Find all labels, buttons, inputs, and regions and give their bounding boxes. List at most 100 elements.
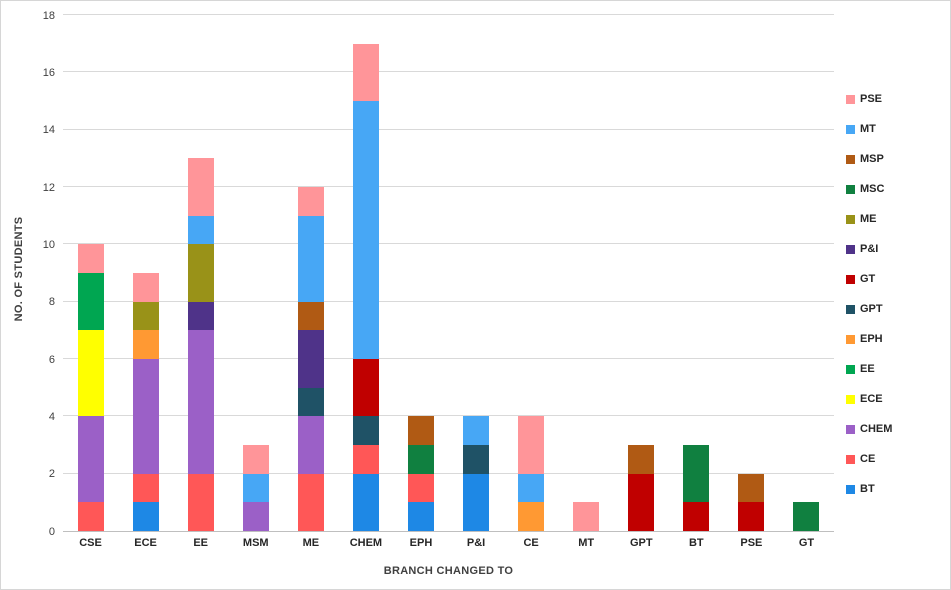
x-tick-label-GT: GT bbox=[798, 537, 815, 549]
bar-segment-MT-PSE bbox=[573, 502, 600, 531]
legend-swatch-ECE bbox=[846, 394, 855, 404]
x-tick-label-PSE: PSE bbox=[740, 537, 763, 549]
gridline bbox=[63, 186, 834, 187]
legend-swatch-MT bbox=[846, 124, 855, 134]
legend-item-MT: MT bbox=[846, 123, 892, 135]
bar-segment-EPH-BT bbox=[407, 502, 434, 531]
y-tick-label: 14 bbox=[42, 124, 55, 137]
bar-segment-P&I-MT bbox=[463, 416, 490, 445]
legend-label-MT: MT bbox=[860, 123, 876, 135]
y-axis-tick-labels: 0 2 4 6 8 10 12 14 16 18 bbox=[1, 10, 55, 538]
bar-segment-MSM-CHEM bbox=[242, 502, 269, 531]
gridline bbox=[63, 415, 834, 417]
bar-segment-CE-EPH bbox=[518, 502, 545, 531]
legend-item-MSC: MSC bbox=[846, 183, 892, 195]
bar-segment-CHEM-GT bbox=[352, 359, 379, 417]
bar-segment-CE-PSE bbox=[518, 416, 545, 474]
legend-label-EPH: EPH bbox=[860, 333, 883, 345]
plot-area bbox=[63, 14, 834, 532]
gridline bbox=[63, 128, 834, 130]
x-axis-tick-labels: CSE ECE EE MSM ME CHEM EPH P&I CE MT GPT BT PSE GT bbox=[63, 537, 834, 551]
bar-segment-CE-MT bbox=[518, 473, 545, 503]
bar-segment-EPH-MSP bbox=[407, 416, 434, 445]
bar-segment-EPH-CE bbox=[407, 473, 434, 503]
bar-segment-ME-MSP bbox=[297, 301, 324, 331]
y-tick-label: 18 bbox=[42, 9, 55, 22]
bar-segment-ME-MT bbox=[297, 215, 324, 302]
bar-segment-EE-PSE bbox=[187, 158, 214, 216]
legend-label-MSP: MSP bbox=[860, 153, 884, 165]
bar-segment-ME-GPT bbox=[297, 387, 324, 417]
legend-label-BT: BT bbox=[860, 483, 875, 495]
legend-swatch-CHEM bbox=[846, 424, 855, 434]
bar-MSM bbox=[242, 15, 269, 531]
bar-segment-CHEM-MT bbox=[352, 101, 379, 359]
legend-item-PSE: PSE bbox=[846, 93, 892, 105]
bar-segment-GPT-GT bbox=[628, 473, 655, 531]
legend-label-GT: GT bbox=[860, 273, 876, 285]
bar-segment-CHEM-BT bbox=[352, 473, 379, 531]
legend-swatch-GT bbox=[846, 274, 855, 284]
bar-segment-EE-CE bbox=[187, 473, 214, 531]
x-tick-label-EE: EE bbox=[193, 537, 209, 549]
legend-item-CE: CE bbox=[846, 453, 892, 465]
legend-item-GT: GT bbox=[846, 273, 892, 285]
legend-label-ECE: ECE bbox=[860, 393, 883, 405]
legend-item-GPT: GPT bbox=[846, 303, 892, 315]
legend-label-P&I: P&I bbox=[860, 243, 879, 255]
x-axis-title: BRANCH CHANGED TO bbox=[383, 565, 514, 577]
legend-item-CHEM: CHEM bbox=[846, 423, 892, 435]
legend-swatch-MSP bbox=[846, 154, 855, 164]
x-tick-label-EPH: EPH bbox=[409, 537, 433, 549]
legend-swatch-BT bbox=[846, 484, 855, 494]
bar-P&I bbox=[463, 15, 490, 531]
bar-segment-GPT-MSP bbox=[628, 445, 655, 474]
bar-segment-EPH-MSC bbox=[407, 445, 434, 474]
bar-segment-BT-MSC bbox=[683, 445, 710, 503]
bar-segment-ME-P&I bbox=[297, 330, 324, 388]
bar-segment-CSE-CE bbox=[77, 502, 104, 531]
bar-segment-ECE-BT bbox=[132, 502, 159, 531]
bar-EPH bbox=[407, 15, 434, 531]
bar-segment-GT-MSC bbox=[793, 502, 820, 531]
y-tick-label: 4 bbox=[48, 410, 55, 423]
bar-segment-EE-CHEM bbox=[187, 330, 214, 474]
bar-segment-MSM-MT bbox=[242, 473, 269, 503]
legend-item-EPH: EPH bbox=[846, 333, 892, 345]
gridline bbox=[63, 14, 834, 15]
legend-item-EE: EE bbox=[846, 363, 892, 375]
bar-segment-CSE-ECE bbox=[77, 330, 104, 417]
legend-swatch-MSC bbox=[846, 184, 855, 194]
bar-BT bbox=[683, 15, 710, 531]
y-tick-label: 2 bbox=[48, 468, 55, 481]
bar-segment-P&I-BT bbox=[463, 473, 490, 531]
x-tick-label-MSM: MSM bbox=[242, 537, 269, 549]
bar-ECE bbox=[132, 15, 159, 531]
gridline bbox=[63, 472, 834, 474]
x-tick-label-GPT: GPT bbox=[629, 537, 653, 549]
bar-segment-CHEM-PSE bbox=[352, 43, 379, 101]
bar-segment-EE-P&I bbox=[187, 301, 214, 331]
bar-segment-CHEM-GPT bbox=[352, 416, 379, 445]
legend-item-MSP: MSP bbox=[846, 153, 892, 165]
y-tick-label: 16 bbox=[42, 66, 55, 79]
bar-PSE bbox=[738, 15, 765, 531]
bar-segment-PSE-GT bbox=[738, 502, 765, 531]
y-tick-label: 12 bbox=[42, 181, 55, 194]
bar-segment-ECE-ME bbox=[132, 301, 159, 331]
bar-segment-CSE-PSE bbox=[77, 244, 104, 273]
x-tick-label-MT: MT bbox=[578, 537, 595, 549]
gridline bbox=[63, 243, 834, 245]
bar-segment-ECE-CE bbox=[132, 473, 159, 503]
legend-swatch-CE bbox=[846, 454, 855, 464]
x-tick-label-CE: CE bbox=[523, 537, 539, 549]
bar-segment-CSE-EE bbox=[77, 273, 104, 331]
y-tick-label: 10 bbox=[42, 238, 55, 251]
bar-GT bbox=[793, 15, 820, 531]
gridline bbox=[63, 300, 834, 302]
bar-CHEM bbox=[352, 15, 379, 531]
bar-GPT bbox=[628, 15, 655, 531]
gridline bbox=[63, 358, 834, 359]
legend-swatch-PSE bbox=[846, 94, 855, 104]
